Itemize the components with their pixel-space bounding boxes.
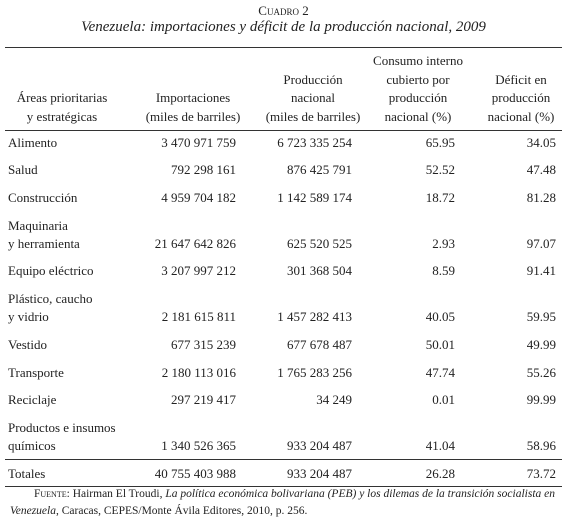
source-work: La política económica bolivariana (PEB) … — [10, 488, 555, 517]
cell: 6 723 335 254 — [277, 135, 352, 150]
cell: 40 755 403 988 — [154, 466, 236, 481]
column-header: Importaciones — [155, 90, 231, 106]
row-label: Vestido — [8, 337, 47, 352]
rule — [5, 459, 562, 460]
row-label: Totales — [8, 466, 46, 481]
row-label: Productos e insumos — [8, 420, 116, 435]
cell: 301 368 504 — [287, 263, 352, 278]
column-header: Consumo interno — [373, 52, 463, 68]
cell: 97.07 — [526, 236, 556, 251]
cell: 677 315 239 — [171, 337, 236, 352]
cell: 933 204 487 — [287, 438, 352, 453]
row-label: Equipo eléctrico — [8, 263, 94, 278]
cell: 8.59 — [432, 263, 455, 278]
cell: 677 678 487 — [287, 337, 352, 352]
cell: 2 180 113 016 — [161, 365, 236, 380]
cell: 3 470 971 759 — [161, 135, 236, 150]
cell: 0.01 — [432, 392, 455, 407]
cell: 49.99 — [526, 337, 556, 352]
cell: 2.93 — [432, 236, 455, 251]
cell: 91.41 — [526, 263, 556, 278]
row-label: y herramienta — [8, 236, 80, 251]
column-header: (miles de barriles) — [145, 109, 241, 124]
row-label: Alimento — [8, 135, 58, 150]
cell: 34.05 — [526, 135, 556, 150]
cell: 81.28 — [526, 190, 556, 205]
cell: 40.05 — [425, 309, 455, 324]
cell: 18.72 — [425, 190, 455, 205]
row-label: y vidrio — [8, 309, 49, 324]
cell: 34 249 — [316, 392, 352, 407]
cell: 21 647 642 826 — [154, 236, 236, 251]
row-label: químicos — [8, 438, 56, 453]
source-label: Fuente: — [34, 488, 70, 500]
cell: 52.52 — [425, 162, 455, 177]
cell: 99.99 — [526, 392, 556, 407]
cell: 73.72 — [526, 466, 556, 481]
cell: 625 520 525 — [287, 236, 352, 251]
rule — [5, 130, 562, 131]
column-header: nacional — [290, 90, 336, 106]
row-label: Salud — [8, 162, 38, 177]
table-title: Venezuela: importaciones y déficit de la… — [81, 19, 486, 35]
column-header: nacional (%) — [487, 109, 555, 124]
source-rest: , Caracas, CEPES/Monte Ávila Editores, 2… — [55, 505, 308, 517]
cell: 65.95 — [425, 135, 455, 150]
cell: 1 142 589 174 — [277, 190, 352, 205]
cell: 47.48 — [526, 162, 556, 177]
source-author: Hairman El Troudi, — [72, 488, 163, 500]
column-header: (miles de barriles) — [265, 109, 361, 124]
cell: 55.26 — [526, 365, 556, 380]
cell: 58.96 — [526, 438, 556, 453]
row-label: Plástico, caucho — [8, 291, 93, 306]
cell: 26.28 — [425, 466, 455, 481]
cell: 297 219 417 — [171, 392, 236, 407]
cell: 1 340 526 365 — [161, 438, 236, 453]
column-header: Producción — [283, 71, 343, 87]
column-header: producción — [491, 90, 551, 106]
row-label: Construcción — [8, 190, 78, 205]
column-header: cubierto por — [386, 71, 450, 87]
column-header: Áreas prioritarias — [16, 90, 108, 106]
cell: 59.95 — [526, 309, 556, 324]
table-label: Cuadro 2 — [258, 3, 309, 18]
cell: 47.74 — [425, 365, 455, 380]
cell: 1 765 283 256 — [277, 365, 352, 380]
rule — [5, 47, 562, 48]
row-label: Maquinaria — [8, 218, 68, 233]
row-label: Transporte — [8, 365, 64, 380]
cell: 2 181 615 811 — [161, 309, 236, 324]
cell: 41.04 — [425, 438, 455, 453]
column-header: Déficit en — [495, 71, 547, 87]
column-header: producción — [388, 90, 448, 106]
cell: 3 207 997 212 — [161, 263, 236, 278]
cell: 933 204 487 — [287, 466, 352, 481]
cell: 792 298 161 — [171, 162, 236, 177]
cell: 4 959 704 182 — [161, 190, 236, 205]
cell: 876 425 791 — [287, 162, 352, 177]
source-note: Fuente: Hairman El Troudi, La política e… — [10, 486, 555, 520]
column-header: y estratégicas — [26, 109, 98, 124]
column-header: nacional (%) — [384, 109, 452, 124]
cell: 1 457 282 413 — [277, 309, 352, 324]
rule — [5, 486, 562, 487]
row-label: Reciclaje — [8, 392, 57, 407]
cell: 50.01 — [425, 337, 455, 352]
